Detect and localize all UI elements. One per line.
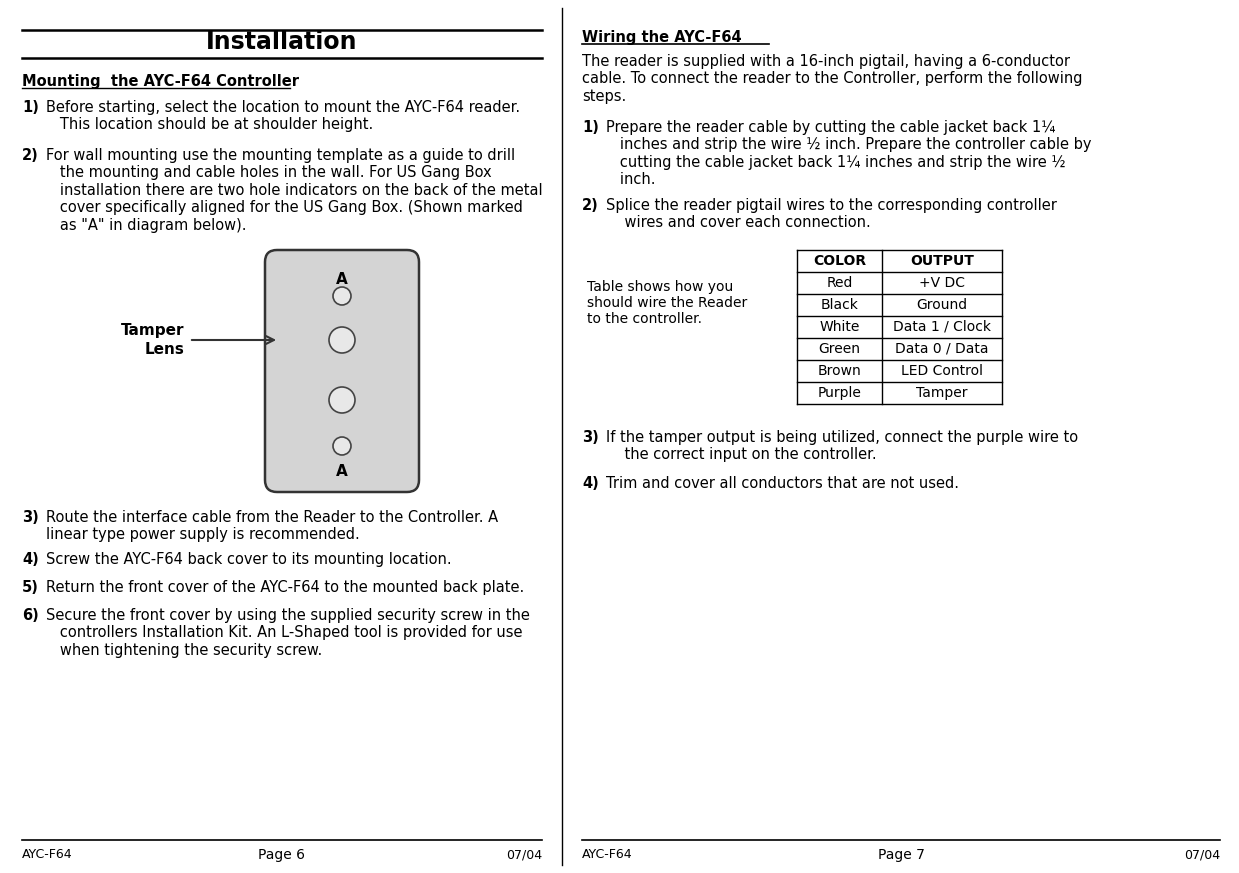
Text: Ground: Ground <box>917 298 968 312</box>
Text: Wiring the AYC-F64: Wiring the AYC-F64 <box>582 30 742 45</box>
Text: 3): 3) <box>582 430 598 445</box>
Text: Table shows how you
should wire the Reader
to the controller.: Table shows how you should wire the Read… <box>587 280 747 327</box>
Text: Data 0 / Data: Data 0 / Data <box>896 342 989 356</box>
Text: 4): 4) <box>22 552 38 567</box>
Text: Lens: Lens <box>144 342 185 357</box>
Text: For wall mounting use the mounting template as a guide to drill
   the mounting : For wall mounting use the mounting templ… <box>46 148 543 232</box>
Text: 2): 2) <box>582 198 598 213</box>
Text: Prepare the reader cable by cutting the cable jacket back 1¼
   inches and strip: Prepare the reader cable by cutting the … <box>606 120 1092 187</box>
Text: Red: Red <box>826 276 852 290</box>
Text: 4): 4) <box>582 476 598 491</box>
Text: Route the interface cable from the Reader to the Controller. A
linear type power: Route the interface cable from the Reade… <box>46 510 498 542</box>
Text: Tamper: Tamper <box>120 323 185 338</box>
Text: Page 7: Page 7 <box>877 848 924 862</box>
Text: 6): 6) <box>22 608 38 623</box>
Circle shape <box>333 287 351 305</box>
Text: AYC-F64: AYC-F64 <box>22 848 73 861</box>
Text: COLOR: COLOR <box>813 254 866 268</box>
Circle shape <box>333 437 351 455</box>
Text: AYC-F64: AYC-F64 <box>582 848 633 861</box>
Text: +V DC: +V DC <box>919 276 965 290</box>
Text: A: A <box>336 272 348 287</box>
Text: 5): 5) <box>22 580 38 595</box>
Text: Installation: Installation <box>206 30 358 54</box>
Text: 3): 3) <box>22 510 38 525</box>
Text: Secure the front cover by using the supplied security screw in the
   controller: Secure the front cover by using the supp… <box>46 608 530 657</box>
Text: Page 6: Page 6 <box>259 848 306 862</box>
Text: Splice the reader pigtail wires to the corresponding controller
    wires and co: Splice the reader pigtail wires to the c… <box>606 198 1057 230</box>
Circle shape <box>330 387 356 413</box>
Text: LED Control: LED Control <box>901 364 983 378</box>
Text: 2): 2) <box>22 148 38 163</box>
FancyBboxPatch shape <box>265 250 419 492</box>
Text: 07/04: 07/04 <box>1184 848 1220 861</box>
Text: Data 1 / Clock: Data 1 / Clock <box>893 320 991 334</box>
Text: 1): 1) <box>582 120 598 135</box>
Text: Brown: Brown <box>818 364 861 378</box>
Text: OUTPUT: OUTPUT <box>911 254 974 268</box>
Text: Purple: Purple <box>818 386 861 400</box>
Text: Return the front cover of the AYC-F64 to the mounted back plate.: Return the front cover of the AYC-F64 to… <box>46 580 524 595</box>
Text: 07/04: 07/04 <box>506 848 541 861</box>
Text: White: White <box>819 320 860 334</box>
Text: Green: Green <box>819 342 861 356</box>
Text: If the tamper output is being utilized, connect the purple wire to
    the corre: If the tamper output is being utilized, … <box>606 430 1078 463</box>
Text: Mounting  the AYC-F64 Controller: Mounting the AYC-F64 Controller <box>22 74 299 89</box>
Text: A: A <box>336 464 348 479</box>
Text: The reader is supplied with a 16-inch pigtail, having a 6-conductor
cable. To co: The reader is supplied with a 16-inch pi… <box>582 54 1083 104</box>
Text: Screw the AYC-F64 back cover to its mounting location.: Screw the AYC-F64 back cover to its moun… <box>46 552 452 567</box>
Text: Before starting, select the location to mount the AYC-F64 reader.
   This locati: Before starting, select the location to … <box>46 100 520 133</box>
Circle shape <box>330 327 356 353</box>
Text: 1): 1) <box>22 100 38 115</box>
Text: Black: Black <box>820 298 859 312</box>
Text: Tamper: Tamper <box>917 386 968 400</box>
Text: Trim and cover all conductors that are not used.: Trim and cover all conductors that are n… <box>606 476 959 491</box>
